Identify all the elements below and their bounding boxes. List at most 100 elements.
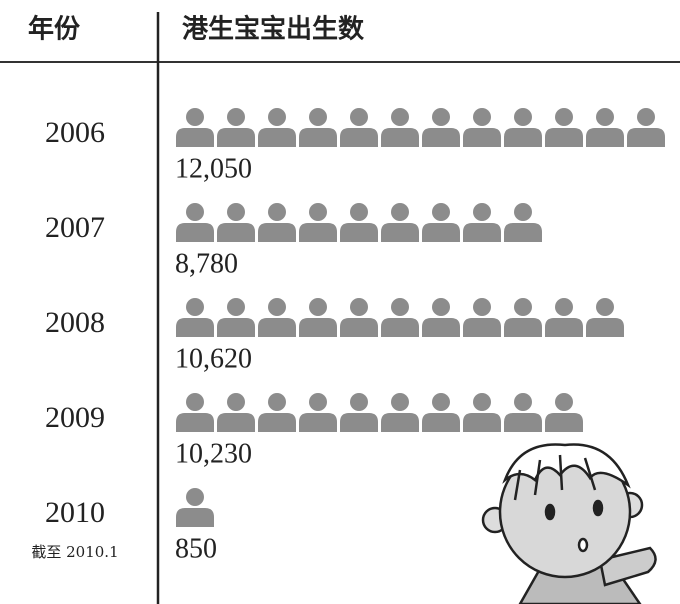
person-body xyxy=(217,223,255,242)
person-head xyxy=(596,108,614,126)
person-head xyxy=(596,298,614,316)
cartoon-kid xyxy=(483,444,656,604)
person-body xyxy=(627,128,665,147)
person-body xyxy=(299,223,337,242)
person-body xyxy=(176,223,214,242)
person-body xyxy=(381,413,419,432)
year-label: 2006 xyxy=(45,116,105,149)
person-head xyxy=(432,108,450,126)
person-body xyxy=(299,413,337,432)
category-header: 年份 xyxy=(28,14,80,45)
person-head xyxy=(432,298,450,316)
person-body xyxy=(217,413,255,432)
person-body xyxy=(340,413,378,432)
person-head xyxy=(350,108,368,126)
person-body xyxy=(504,413,542,432)
person-body xyxy=(545,318,583,337)
person-head xyxy=(391,393,409,411)
person-head xyxy=(227,108,245,126)
person-head xyxy=(391,298,409,316)
person-head xyxy=(432,203,450,221)
person-body xyxy=(545,413,583,432)
person-head xyxy=(309,108,327,126)
value-label: 8,780 xyxy=(175,248,238,279)
person-body xyxy=(504,318,542,337)
person-head xyxy=(227,203,245,221)
person-body xyxy=(258,318,296,337)
person-body xyxy=(504,223,542,242)
person-head xyxy=(227,298,245,316)
person-body xyxy=(586,318,624,337)
person-body xyxy=(340,318,378,337)
person-body xyxy=(217,128,255,147)
person-body xyxy=(258,223,296,242)
person-head xyxy=(350,298,368,316)
person-head xyxy=(268,298,286,316)
person-head xyxy=(186,203,204,221)
person-head xyxy=(391,203,409,221)
person-head xyxy=(555,108,573,126)
person-head xyxy=(514,203,532,221)
person-head xyxy=(309,298,327,316)
person-head xyxy=(309,393,327,411)
person-body xyxy=(463,128,501,147)
person-head xyxy=(514,298,532,316)
icon-row xyxy=(176,203,542,242)
person-head xyxy=(186,488,204,506)
person-body xyxy=(381,318,419,337)
person-body xyxy=(545,128,583,147)
person-body xyxy=(299,128,337,147)
icon-row xyxy=(176,108,665,147)
person-head xyxy=(186,108,204,126)
person-head xyxy=(186,393,204,411)
person-head xyxy=(350,203,368,221)
icon-row xyxy=(176,298,624,337)
person-head xyxy=(473,298,491,316)
person-head xyxy=(309,203,327,221)
chart: 年份 港生宝宝出生数 200612,05020078,780200810,620… xyxy=(0,0,680,604)
value-header: 港生宝宝出生数 xyxy=(182,14,365,45)
person-body xyxy=(340,128,378,147)
year-label: 2008 xyxy=(45,306,105,339)
person-head xyxy=(391,108,409,126)
person-head xyxy=(473,393,491,411)
year-label: 2007 xyxy=(45,211,105,244)
person-body xyxy=(422,318,460,337)
person-body xyxy=(176,413,214,432)
year-label: 2009 xyxy=(45,401,105,434)
person-head xyxy=(555,393,573,411)
value-label: 850 xyxy=(175,533,217,564)
person-body xyxy=(504,128,542,147)
person-head xyxy=(473,108,491,126)
person-head xyxy=(268,393,286,411)
person-head xyxy=(227,393,245,411)
person-body xyxy=(422,128,460,147)
person-body xyxy=(381,223,419,242)
person-head xyxy=(637,108,655,126)
person-body xyxy=(340,223,378,242)
person-body xyxy=(422,413,460,432)
person-head xyxy=(555,298,573,316)
person-head xyxy=(432,393,450,411)
year-label: 2010 xyxy=(45,496,105,529)
person-body xyxy=(586,128,624,147)
person-body xyxy=(463,413,501,432)
person-head xyxy=(473,203,491,221)
person-body xyxy=(422,223,460,242)
person-head xyxy=(268,203,286,221)
icon-row xyxy=(176,393,583,432)
person-body xyxy=(258,413,296,432)
person-body xyxy=(258,128,296,147)
person-body xyxy=(176,508,214,527)
person-body xyxy=(381,128,419,147)
person-body xyxy=(217,318,255,337)
value-label: 10,620 xyxy=(175,343,252,374)
person-body xyxy=(299,318,337,337)
value-label: 10,230 xyxy=(175,438,252,469)
year-note: 截至 2010.1 xyxy=(31,543,118,561)
person-body xyxy=(176,128,214,147)
person-head xyxy=(186,298,204,316)
person-head xyxy=(514,108,532,126)
person-head xyxy=(514,393,532,411)
icon-row xyxy=(176,488,214,527)
